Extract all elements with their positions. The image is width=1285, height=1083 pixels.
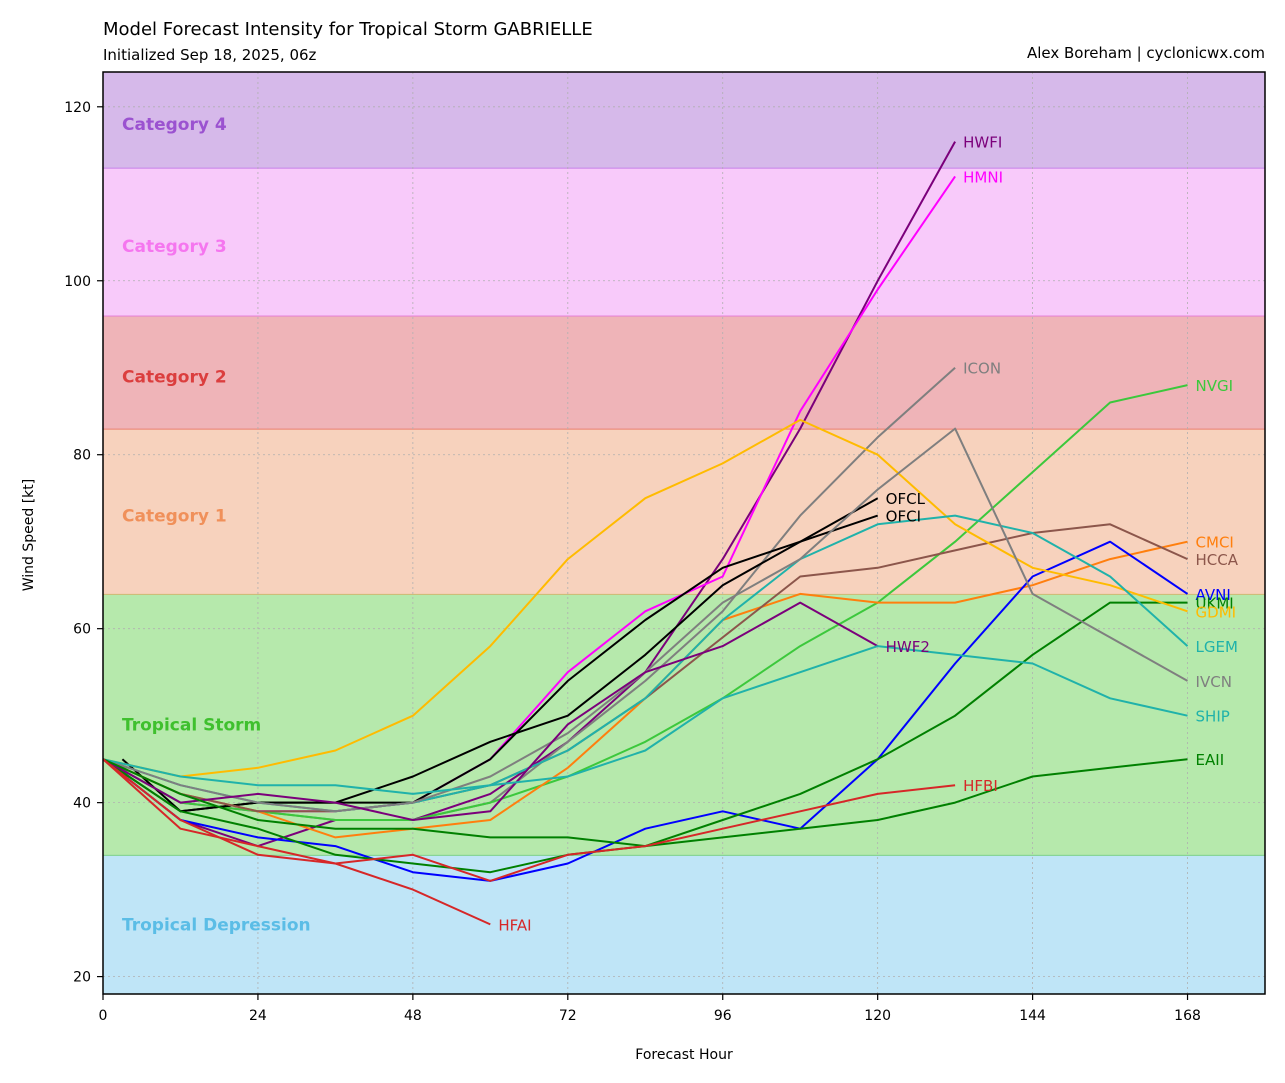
band-label-category-4: Category 4 bbox=[122, 115, 227, 135]
x-tick-label: 24 bbox=[249, 1008, 267, 1024]
series-label-cmci: CMCI bbox=[1196, 534, 1234, 552]
series-label-ofci: OFCI bbox=[886, 508, 921, 526]
series-label-gdmi: GDMI bbox=[1196, 603, 1237, 621]
x-tick-label: 48 bbox=[404, 1008, 422, 1024]
y-tick-label: 120 bbox=[64, 100, 91, 116]
x-tick-label: 168 bbox=[1174, 1008, 1201, 1024]
series-label-hfbi: HFBI bbox=[963, 777, 998, 795]
series-label-ofcl: OFCL bbox=[886, 490, 926, 508]
band-category-3 bbox=[103, 167, 1265, 316]
y-axis: 20 40 60 80 100 120 bbox=[64, 100, 103, 986]
series-line-gdmi bbox=[102, 418, 1188, 778]
band-label-tropical-storm: Tropical Storm bbox=[122, 715, 261, 735]
x-tick-label: 0 bbox=[99, 1008, 108, 1024]
chart-credit: Alex Boreham | cyclonicwx.com bbox=[1027, 44, 1265, 62]
x-tick-label: 96 bbox=[714, 1008, 732, 1024]
series-label-ivcn: IVCN bbox=[1196, 673, 1232, 691]
series-label-hfai: HFAI bbox=[498, 916, 531, 934]
x-tick-label: 72 bbox=[559, 1008, 577, 1024]
series-line-hfai bbox=[102, 758, 491, 926]
y-tick-label: 60 bbox=[73, 622, 91, 638]
chart-subtitle: Initialized Sep 18, 2025, 06z bbox=[103, 46, 317, 64]
series-line-hfbi bbox=[102, 758, 956, 882]
series-label-avni: AVNI bbox=[1196, 586, 1231, 604]
band-label-category-3: Category 3 bbox=[122, 237, 227, 257]
band-category-4 bbox=[103, 72, 1265, 168]
series-label-nvgi: NVGI bbox=[1196, 377, 1234, 395]
series-label-hwfi: HWFI bbox=[963, 134, 1002, 152]
y-axis-label: Wind Speed [kt] bbox=[21, 479, 37, 592]
chart-title: Model Forecast Intensity for Tropical St… bbox=[103, 19, 593, 40]
x-axis-label: Forecast Hour bbox=[635, 1047, 733, 1063]
y-tick-label: 100 bbox=[64, 274, 91, 290]
y-tick-label: 40 bbox=[73, 796, 91, 812]
series-label-icon: ICON bbox=[963, 360, 1001, 378]
band-category-2 bbox=[103, 315, 1265, 429]
band-tropical-depression bbox=[103, 854, 1265, 994]
series-label-ship: SHIP bbox=[1196, 708, 1230, 726]
plot-frame bbox=[102, 71, 1266, 995]
series-label-ukmi: UKMI bbox=[1196, 595, 1234, 613]
band-label-category-1: Category 1 bbox=[122, 507, 227, 527]
series-label-hmni: HMNI bbox=[963, 168, 1003, 186]
series-label-eaii: EAII bbox=[1196, 751, 1225, 769]
intensity-bands bbox=[103, 72, 1265, 994]
y-tick-label: 80 bbox=[73, 448, 91, 464]
series-label-lgem: LGEM bbox=[1196, 638, 1238, 656]
band-label-tropical-depression: Tropical Depression bbox=[122, 915, 311, 935]
plot-area: Tropical Depression Tropical Storm Categor… bbox=[102, 71, 1266, 995]
series-line-ship bbox=[102, 645, 1188, 795]
band-category-1 bbox=[103, 428, 1265, 594]
series-line-hwf2 bbox=[102, 601, 879, 821]
series-line-avni bbox=[102, 540, 1189, 882]
x-tick-label: 120 bbox=[864, 1008, 891, 1024]
series-label-hcca: HCCA bbox=[1196, 551, 1239, 569]
y-tick-label: 20 bbox=[73, 970, 91, 986]
series-lines bbox=[102, 141, 1189, 926]
x-tick-label: 144 bbox=[1019, 1008, 1046, 1024]
series-label-hwf2: HWF2 bbox=[886, 638, 930, 656]
band-labels: Tropical Depression Tropical Storm Categor… bbox=[122, 115, 311, 935]
band-label-category-2: Category 2 bbox=[122, 367, 227, 387]
x-axis: 0 24 48 72 96 120 144 168 bbox=[99, 994, 1201, 1024]
series-line-nvgi bbox=[102, 384, 1188, 821]
